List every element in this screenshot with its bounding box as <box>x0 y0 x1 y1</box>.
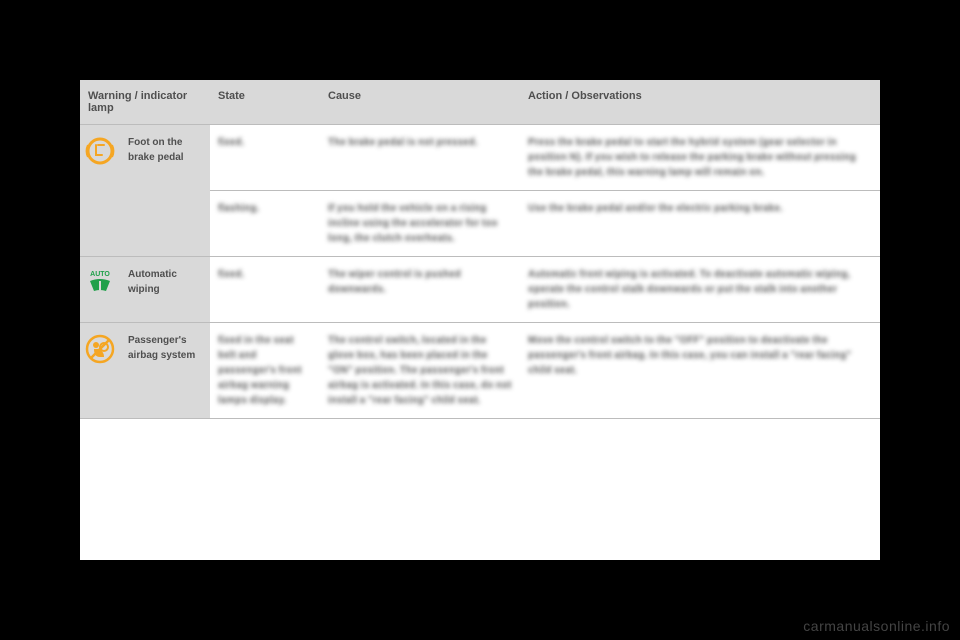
state-cell: fixed. <box>210 257 320 323</box>
action-cell: Use the brake pedal and/or the electric … <box>520 191 880 257</box>
table-row: Passenger's airbag system fixed in the s… <box>80 323 880 419</box>
table-row: AUTO Automatic wiping fixed. The wiper c… <box>80 257 880 323</box>
airbag-off-icon <box>84 333 116 365</box>
brake-foot-icon <box>84 135 116 167</box>
cause-cell: If you hold the vehicle on a rising incl… <box>320 191 520 257</box>
action-cell: Move the control switch to the "OFF" pos… <box>520 323 880 419</box>
watermark: carmanualsonline.info <box>803 618 950 634</box>
icon-cell: AUTO <box>80 257 120 323</box>
icon-cell <box>80 323 120 419</box>
state-cell: flashing. <box>210 191 320 257</box>
col-action: Action / Observations <box>520 80 880 125</box>
action-cell: Press the brake pedal to start the hybri… <box>520 125 880 191</box>
icon-cell <box>80 125 120 257</box>
lamp-name: Passenger's airbag system <box>120 323 210 419</box>
state-cell: fixed. <box>210 125 320 191</box>
auto-wipe-icon: AUTO <box>84 267 116 299</box>
action-cell: Automatic front wiping is activated. To … <box>520 257 880 323</box>
col-lamp: Warning / indicator lamp <box>80 80 210 125</box>
svg-text:AUTO: AUTO <box>90 271 110 278</box>
warning-lamps-table: Warning / indicator lamp State Cause Act… <box>80 80 880 419</box>
col-state: State <box>210 80 320 125</box>
table-header-row: Warning / indicator lamp State Cause Act… <box>80 80 880 125</box>
cause-cell: The brake pedal is not pressed. <box>320 125 520 191</box>
col-cause: Cause <box>320 80 520 125</box>
document-page: Warning / indicator lamp State Cause Act… <box>80 80 880 560</box>
lamp-name: Foot on the brake pedal <box>120 125 210 257</box>
lamp-name: Automatic wiping <box>120 257 210 323</box>
state-cell: fixed in the seat belt and passenger's f… <box>210 323 320 419</box>
cause-cell: The control switch, located in the glove… <box>320 323 520 419</box>
table-row: Foot on the brake pedal fixed. The brake… <box>80 125 880 191</box>
cause-cell: The wiper control is pushed downwards. <box>320 257 520 323</box>
